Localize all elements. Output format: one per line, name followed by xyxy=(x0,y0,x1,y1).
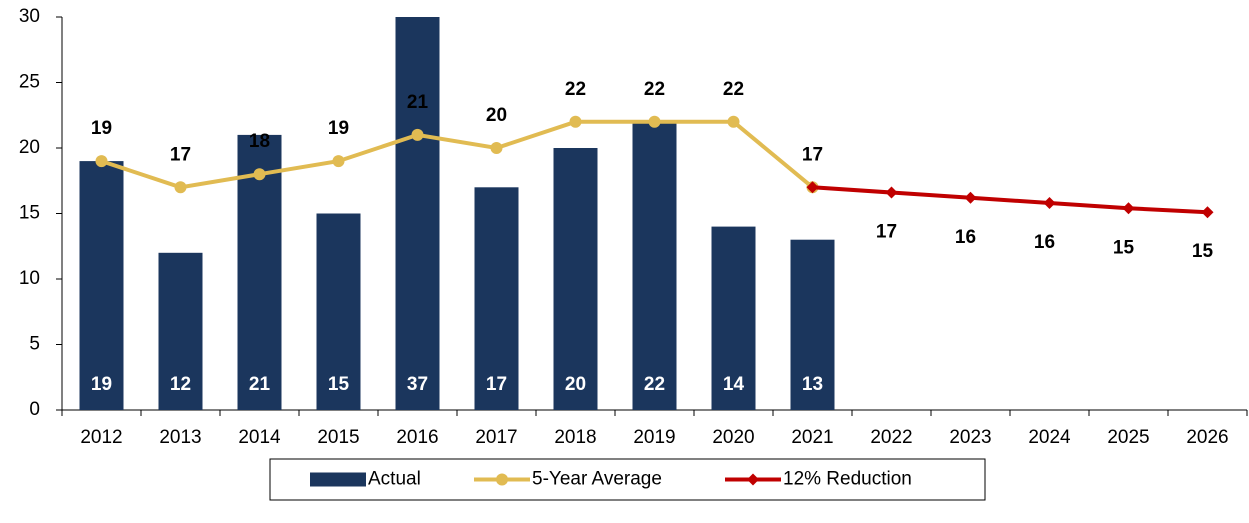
plot-area xyxy=(79,17,835,410)
data-label: 19 xyxy=(91,118,112,139)
legend-label: 12% Reduction xyxy=(783,469,912,490)
data-label: 17 xyxy=(876,222,897,243)
bar xyxy=(79,161,124,410)
line-marker xyxy=(174,181,187,194)
legend-label: Actual xyxy=(368,469,421,490)
y-tick-label: 25 xyxy=(19,72,40,93)
data-label: 18 xyxy=(249,131,270,152)
x-tick-label: 2016 xyxy=(396,427,438,448)
legend-box xyxy=(269,458,986,501)
line-marker xyxy=(411,128,424,141)
line-marker xyxy=(332,155,345,168)
bar xyxy=(790,239,835,410)
x-tick-label: 2013 xyxy=(159,427,201,448)
line-marker xyxy=(806,181,819,194)
bar-value-label: 19 xyxy=(91,374,112,395)
bar xyxy=(474,187,519,410)
x-tick-label: 2026 xyxy=(1186,427,1228,448)
line-marker xyxy=(1122,202,1135,215)
line-marker xyxy=(569,115,582,128)
x-tick-label: 2017 xyxy=(475,427,517,448)
line-marker xyxy=(490,142,503,154)
bar-value-label: 37 xyxy=(407,374,428,395)
y-tick-label: 20 xyxy=(19,137,40,158)
line-marker xyxy=(1201,206,1214,219)
bar-value-label: 17 xyxy=(486,374,507,395)
y-tick-label: 30 xyxy=(19,6,40,27)
bar-value-label: 15 xyxy=(328,374,350,395)
line-marker xyxy=(1043,197,1056,210)
legend-marker xyxy=(747,473,759,486)
bar-value-label: 13 xyxy=(802,374,823,395)
x-tick-label: 2019 xyxy=(633,427,675,448)
data-label: 22 xyxy=(644,79,665,100)
data-label: 17 xyxy=(170,144,191,165)
y-tick-label: 15 xyxy=(19,203,40,224)
data-label: 15 xyxy=(1113,237,1135,258)
x-tick-label: 2024 xyxy=(1028,427,1071,448)
line-marker xyxy=(648,115,661,128)
x-tick-label: 2012 xyxy=(80,427,122,448)
data-label: 22 xyxy=(723,79,744,100)
bar-value-label: 20 xyxy=(565,374,586,395)
data-label: 15 xyxy=(1192,241,1214,262)
x-tick-label: 2014 xyxy=(238,427,281,448)
legend-label: 5-Year Average xyxy=(532,469,662,490)
line xyxy=(100,119,814,190)
data-label: 20 xyxy=(486,105,507,126)
data-label: 16 xyxy=(955,227,976,248)
bar xyxy=(316,213,361,410)
x-tick-label: 2021 xyxy=(791,427,833,448)
y-tick-label: 10 xyxy=(19,268,40,289)
x-tick-label: 2022 xyxy=(870,427,912,448)
data-label: 21 xyxy=(407,92,429,113)
y-tick-label: 5 xyxy=(29,334,40,355)
line xyxy=(812,185,1208,215)
data-label: 22 xyxy=(565,79,586,100)
bar xyxy=(158,252,203,410)
line-marker xyxy=(964,191,977,204)
x-tick-label: 2020 xyxy=(712,427,754,448)
data-label: 19 xyxy=(328,118,349,139)
bar-value-label: 21 xyxy=(249,374,271,395)
bar xyxy=(711,226,756,410)
data-label: 17 xyxy=(802,144,823,165)
line-marker xyxy=(727,115,740,128)
bar-value-label: 22 xyxy=(644,374,665,395)
line-marker xyxy=(95,155,108,168)
bar-value-label: 14 xyxy=(723,374,745,395)
x-tick-label: 2015 xyxy=(317,427,359,448)
y-tick-label: 0 xyxy=(29,399,40,420)
bar xyxy=(395,17,440,410)
line-marker xyxy=(885,186,898,199)
bar-value-label: 12 xyxy=(170,374,191,395)
bar xyxy=(632,121,677,410)
x-tick-label: 2025 xyxy=(1107,427,1149,448)
legend-swatch xyxy=(310,472,366,487)
data-label: 16 xyxy=(1034,232,1055,253)
line-marker xyxy=(253,168,266,181)
bar xyxy=(553,148,598,410)
legend-marker xyxy=(496,473,508,486)
bar xyxy=(237,134,282,410)
x-tick-label: 2023 xyxy=(949,427,991,448)
x-tick-label: 2018 xyxy=(554,427,596,448)
